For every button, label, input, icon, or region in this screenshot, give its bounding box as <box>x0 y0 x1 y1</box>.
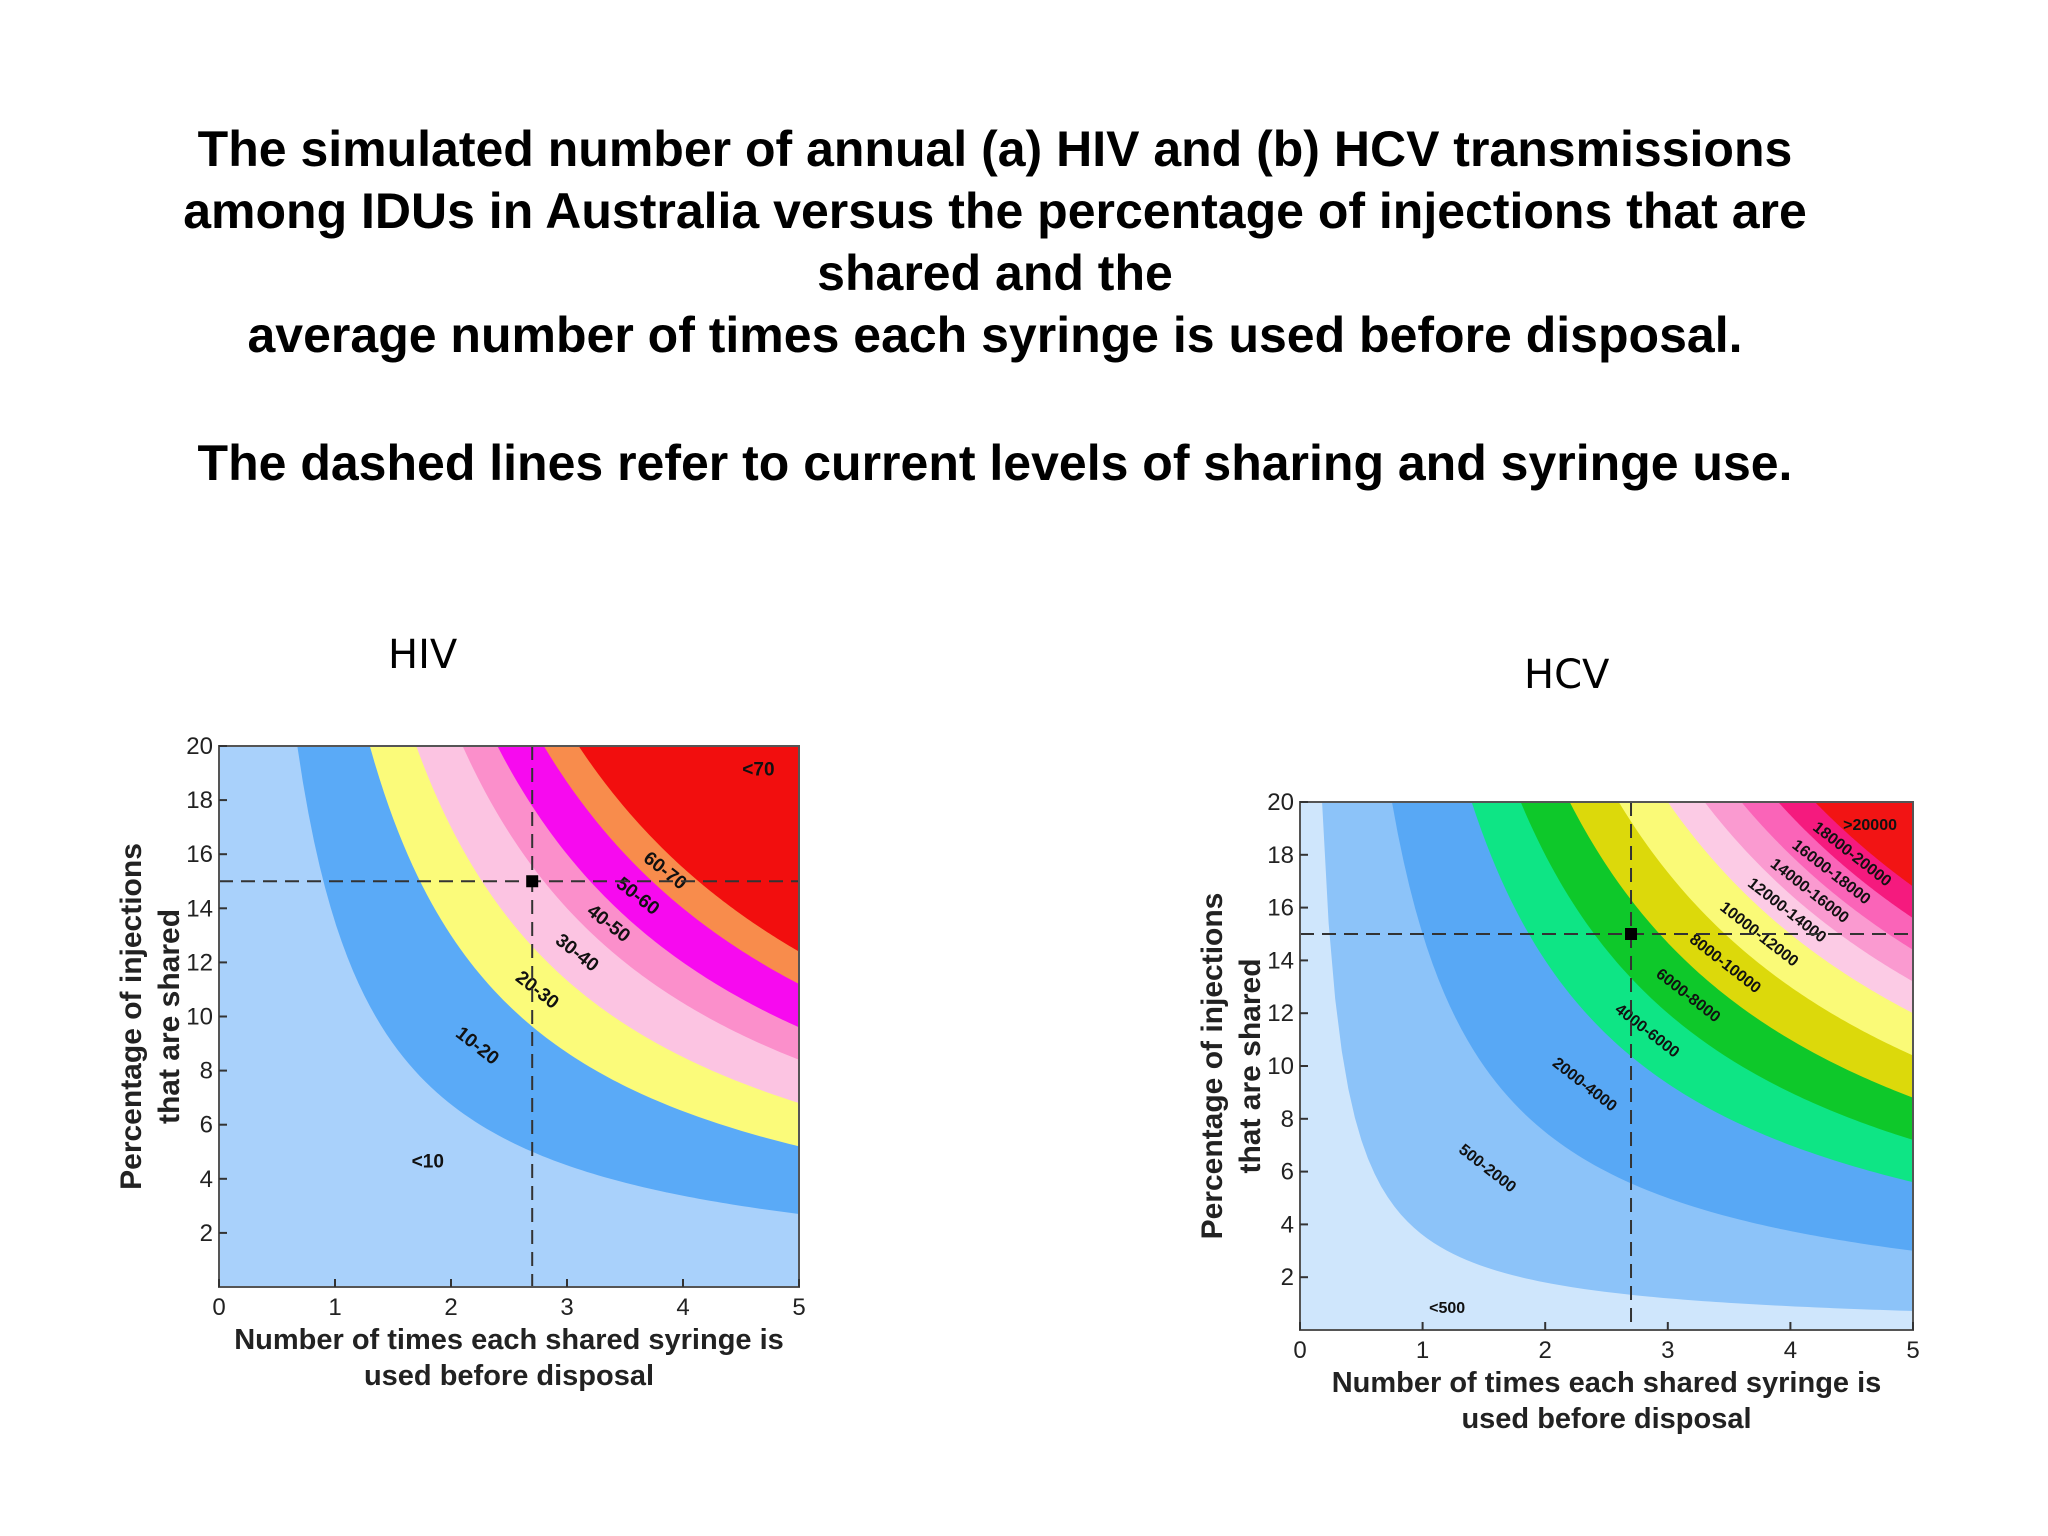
y-tick-label: 4 <box>1281 1211 1294 1238</box>
figure-subtitle: The dashed lines refer to current levels… <box>197 435 1793 491</box>
y-tick-label: 2 <box>1281 1264 1294 1291</box>
x-axis-label: Number of times each shared syringe is <box>234 1324 784 1356</box>
figure-title: The simulated number of annual (a) HIV a… <box>110 118 1880 366</box>
y-axis-label: Percentage of injections <box>115 843 148 1190</box>
title-line-2: among IDUs in Australia versus the perce… <box>183 183 1807 239</box>
y-tick-label: 18 <box>1267 842 1294 869</box>
x-tick-label: 0 <box>1293 1337 1306 1364</box>
band-label: >20000 <box>1843 817 1897 834</box>
y-axis-label: that are shared <box>1234 958 1267 1173</box>
y-tick-label: 2 <box>200 1220 213 1247</box>
contour-bands <box>219 746 799 1287</box>
y-tick-label: 4 <box>200 1166 213 1193</box>
x-tick-label: 4 <box>676 1294 689 1321</box>
y-tick-label: 10 <box>186 1004 213 1031</box>
x-tick-label: 4 <box>1784 1337 1797 1364</box>
x-tick-label: 5 <box>792 1294 805 1321</box>
title-line-1: The simulated number of annual (a) HIV a… <box>197 121 1793 177</box>
y-axis-label: that are shared <box>153 909 186 1124</box>
contour-bands <box>1300 802 1913 1330</box>
y-tick-label: 16 <box>186 841 213 868</box>
current-level-marker <box>526 875 539 888</box>
contour-band <box>578 746 799 952</box>
x-tick-label: 3 <box>1661 1337 1674 1364</box>
y-tick-label: 18 <box>186 787 213 814</box>
y-tick-label: 14 <box>186 895 213 922</box>
x-tick-label: 0 <box>212 1294 225 1321</box>
y-axis-label: Percentage of injections <box>1196 893 1229 1240</box>
y-tick-label: 10 <box>1267 1053 1294 1080</box>
contour-band <box>1814 802 1913 887</box>
y-tick-label: 6 <box>1281 1159 1294 1186</box>
y-tick-label: 14 <box>1267 947 1294 974</box>
x-axis-label: used before disposal <box>364 1360 654 1392</box>
x-axis-label: used before disposal <box>1461 1403 1751 1435</box>
y-tick-label: 20 <box>186 733 213 760</box>
x-tick-label: 3 <box>560 1294 573 1321</box>
title-line-3: shared and the <box>817 245 1173 301</box>
x-tick-label: 1 <box>1416 1337 1429 1364</box>
y-tick-label: 8 <box>1281 1106 1294 1133</box>
y-tick-label: 8 <box>200 1058 213 1085</box>
x-axis-label: Number of times each shared syringe is <box>1332 1367 1882 1399</box>
y-tick-label: 12 <box>1267 1000 1294 1027</box>
band-label: <10 <box>412 1152 444 1173</box>
band-label: <500 <box>1429 1300 1465 1317</box>
x-tick-label: 2 <box>1539 1337 1552 1364</box>
current-level-marker <box>1625 928 1638 940</box>
x-tick-label: 1 <box>328 1294 341 1321</box>
band-label: <70 <box>742 759 774 780</box>
x-tick-label: 5 <box>1906 1337 1919 1364</box>
title-line-4: average number of times each syringe is … <box>247 307 1743 363</box>
panel-label-hcv: HCV <box>1524 652 1610 698</box>
x-tick-label: 2 <box>444 1294 457 1321</box>
panel-label-hiv: HIV <box>388 632 458 678</box>
y-tick-label: 20 <box>1267 789 1294 816</box>
y-tick-label: 6 <box>200 1112 213 1139</box>
y-tick-label: 12 <box>186 949 213 976</box>
y-tick-label: 16 <box>1267 895 1294 922</box>
